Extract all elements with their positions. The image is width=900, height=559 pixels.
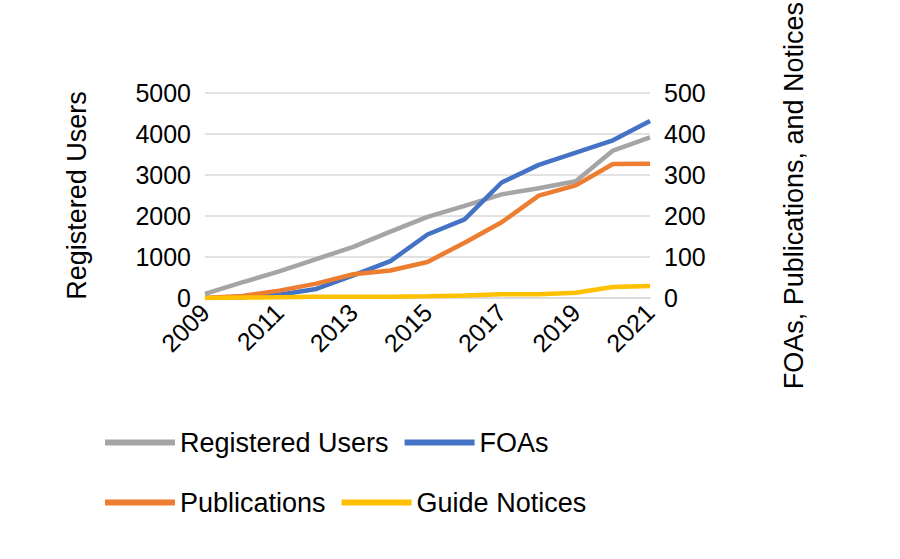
- svg-text:0: 0: [664, 284, 678, 312]
- svg-text:500: 500: [664, 79, 706, 107]
- svg-text:2011: 2011: [231, 298, 289, 356]
- svg-text:1000: 1000: [135, 243, 191, 271]
- svg-text:400: 400: [664, 120, 706, 148]
- svg-text:300: 300: [664, 161, 706, 189]
- svg-text:100: 100: [664, 243, 706, 271]
- svg-text:2000: 2000: [135, 202, 191, 230]
- svg-text:Publications: Publications: [180, 488, 326, 518]
- svg-text:5000: 5000: [135, 79, 191, 107]
- svg-text:4000: 4000: [135, 120, 191, 148]
- svg-text:2015: 2015: [378, 298, 437, 357]
- svg-text:Registered Users: Registered Users: [62, 91, 92, 300]
- svg-text:FOAs: FOAs: [480, 428, 549, 458]
- svg-text:2021: 2021: [601, 298, 660, 357]
- svg-text:3000: 3000: [135, 161, 191, 189]
- svg-text:Registered Users: Registered Users: [180, 428, 389, 458]
- svg-text:2019: 2019: [527, 298, 586, 357]
- svg-text:2013: 2013: [304, 298, 363, 357]
- svg-text:2009: 2009: [156, 298, 215, 357]
- svg-text:Guide Notices: Guide Notices: [417, 488, 587, 518]
- svg-text:FOAs, Publications, and Notice: FOAs, Publications, and Notices: [779, 2, 809, 389]
- svg-text:2017: 2017: [452, 298, 511, 357]
- svg-text:200: 200: [664, 202, 706, 230]
